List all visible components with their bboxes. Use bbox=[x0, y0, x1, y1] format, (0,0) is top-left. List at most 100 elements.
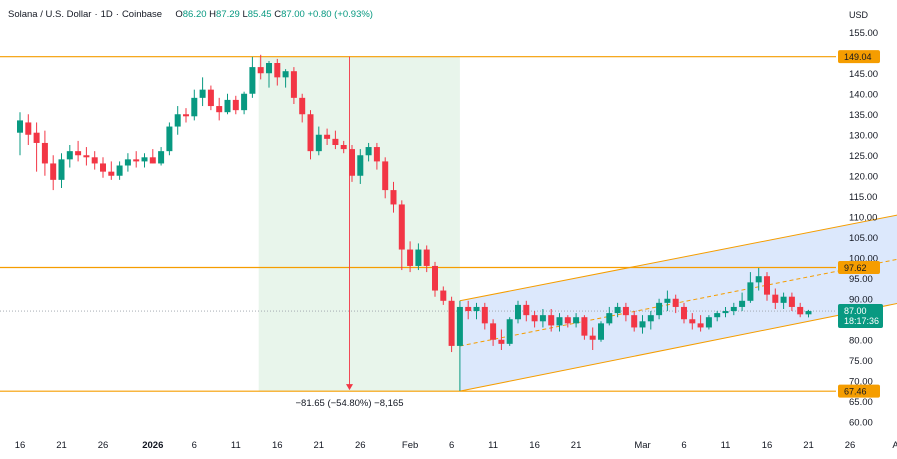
candle-body[interactable] bbox=[299, 97, 306, 115]
candle-body[interactable] bbox=[100, 163, 106, 172]
candle-body[interactable] bbox=[307, 114, 314, 152]
candle-body[interactable] bbox=[722, 311, 729, 314]
candle-body[interactable] bbox=[432, 265, 438, 291]
candle-body[interactable] bbox=[490, 323, 497, 340]
candle-body[interactable] bbox=[647, 315, 654, 322]
candle-body[interactable] bbox=[183, 114, 189, 117]
candle-body[interactable] bbox=[274, 63, 281, 78]
candle-body[interactable] bbox=[224, 99, 231, 113]
candle-body[interactable] bbox=[232, 99, 239, 111]
candle-body[interactable] bbox=[174, 114, 181, 127]
candle-body[interactable] bbox=[705, 317, 712, 328]
candle-body[interactable] bbox=[257, 67, 264, 74]
candle-body[interactable] bbox=[573, 317, 580, 324]
candle-body[interactable] bbox=[133, 159, 140, 162]
candle-body[interactable] bbox=[75, 151, 82, 156]
candle-body[interactable] bbox=[17, 120, 23, 133]
candle-body[interactable] bbox=[622, 306, 629, 316]
level-price-badge[interactable] bbox=[838, 50, 880, 64]
candle-body[interactable] bbox=[465, 306, 472, 312]
candle-body[interactable] bbox=[780, 296, 787, 303]
candle-body[interactable] bbox=[373, 147, 380, 162]
candle-body[interactable] bbox=[357, 155, 364, 176]
candle-body[interactable] bbox=[589, 335, 596, 340]
symbol-name[interactable]: Solana / U.S. Dollar bbox=[8, 9, 92, 20]
candle-body[interactable] bbox=[216, 106, 223, 113]
candle-body[interactable] bbox=[498, 339, 505, 344]
candle-body[interactable] bbox=[241, 93, 248, 111]
candle-body[interactable] bbox=[697, 323, 704, 328]
candle-body[interactable] bbox=[664, 298, 671, 303]
candle-body[interactable] bbox=[149, 157, 156, 164]
candle-body[interactable] bbox=[91, 157, 98, 164]
candle-body[interactable] bbox=[166, 126, 173, 152]
candle-body[interactable] bbox=[50, 163, 57, 180]
candle-body[interactable] bbox=[116, 165, 123, 176]
candle-body[interactable] bbox=[349, 149, 355, 176]
candle-body[interactable] bbox=[108, 171, 115, 176]
candle-body[interactable] bbox=[282, 71, 289, 78]
candle-body[interactable] bbox=[797, 306, 804, 315]
candle-body[interactable] bbox=[448, 300, 455, 346]
candle-body[interactable] bbox=[407, 249, 414, 266]
candle-body[interactable] bbox=[266, 63, 272, 74]
candle-body[interactable] bbox=[523, 304, 530, 316]
candle-body[interactable] bbox=[332, 138, 339, 145]
candle-body[interactable] bbox=[506, 319, 513, 344]
candle-body[interactable] bbox=[58, 159, 65, 180]
candle-body[interactable] bbox=[556, 317, 563, 326]
candle-body[interactable] bbox=[365, 147, 372, 156]
interval[interactable]: 1D bbox=[100, 9, 113, 20]
candle-body[interactable] bbox=[614, 306, 621, 314]
candle-body[interactable] bbox=[714, 313, 721, 318]
candle-body[interactable] bbox=[515, 304, 521, 320]
candle-body[interactable] bbox=[191, 97, 198, 117]
candle-body[interactable] bbox=[772, 294, 779, 303]
candle-body[interactable] bbox=[606, 313, 613, 324]
candle-body[interactable] bbox=[539, 315, 546, 322]
candle-body[interactable] bbox=[473, 306, 480, 312]
candle-body[interactable] bbox=[548, 315, 555, 326]
candle-body[interactable] bbox=[382, 161, 389, 191]
candle-body[interactable] bbox=[41, 142, 48, 164]
candle-body[interactable] bbox=[730, 306, 737, 312]
candle-body[interactable] bbox=[672, 298, 679, 307]
candle-body[interactable] bbox=[681, 306, 687, 320]
candle-body[interactable] bbox=[656, 302, 663, 316]
candle-body[interactable] bbox=[83, 155, 90, 158]
candle-body[interactable] bbox=[564, 317, 571, 324]
candle-body[interactable] bbox=[33, 132, 40, 143]
candle-body[interactable] bbox=[481, 306, 488, 324]
candle-body[interactable] bbox=[598, 323, 604, 340]
candle-body[interactable] bbox=[158, 151, 165, 164]
candle-body[interactable] bbox=[66, 151, 73, 160]
candle-body[interactable] bbox=[415, 249, 422, 266]
level-price-badge[interactable] bbox=[838, 261, 880, 275]
candle-body[interactable] bbox=[755, 276, 762, 283]
candle-body[interactable] bbox=[141, 157, 148, 162]
candle-body[interactable] bbox=[249, 67, 256, 94]
candle-body[interactable] bbox=[315, 134, 322, 152]
candle-body[interactable] bbox=[531, 315, 538, 322]
channel-upper-line[interactable] bbox=[459, 207, 897, 302]
candle-body[interactable] bbox=[207, 89, 214, 107]
current-price-badge[interactable] bbox=[838, 304, 883, 329]
currency-label[interactable]: USD bbox=[849, 10, 869, 20]
candle-body[interactable] bbox=[199, 89, 206, 98]
candle-body[interactable] bbox=[689, 319, 696, 324]
level-price-badge[interactable] bbox=[838, 384, 880, 398]
candle-body[interactable] bbox=[456, 306, 463, 346]
candle-body[interactable] bbox=[639, 321, 646, 328]
candle-body[interactable] bbox=[423, 249, 430, 266]
candle-body[interactable] bbox=[631, 315, 638, 328]
candle-body[interactable] bbox=[290, 71, 297, 98]
candle-body[interactable] bbox=[25, 122, 32, 135]
candle-body[interactable] bbox=[440, 290, 447, 301]
candle-body[interactable] bbox=[788, 296, 795, 307]
candle-body[interactable] bbox=[340, 145, 347, 150]
candle-body[interactable] bbox=[324, 134, 331, 139]
candle-body[interactable] bbox=[390, 190, 397, 205]
candle-body[interactable] bbox=[764, 276, 770, 295]
candle-body[interactable] bbox=[124, 159, 131, 166]
